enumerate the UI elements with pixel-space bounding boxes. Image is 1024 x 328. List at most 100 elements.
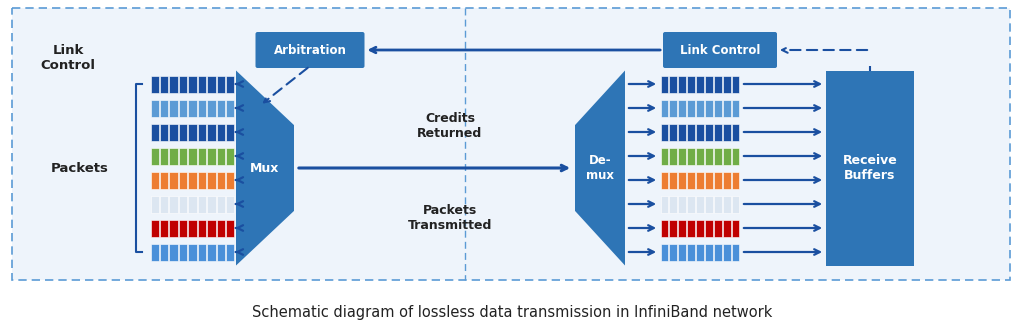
Bar: [696, 75, 703, 92]
Bar: [160, 219, 168, 236]
Bar: [217, 219, 225, 236]
Bar: [687, 195, 695, 213]
Bar: [151, 75, 159, 92]
Text: Receive
Buffers: Receive Buffers: [843, 154, 897, 182]
Bar: [160, 195, 168, 213]
Text: Link Control: Link Control: [680, 44, 760, 56]
Bar: [696, 243, 703, 260]
Bar: [687, 219, 695, 236]
Bar: [696, 195, 703, 213]
Bar: [732, 195, 739, 213]
Bar: [706, 148, 713, 165]
Text: Schematic diagram of lossless data transmission in InfiniBand network: Schematic diagram of lossless data trans…: [252, 304, 772, 319]
Bar: [732, 219, 739, 236]
Bar: [207, 75, 215, 92]
Bar: [170, 75, 178, 92]
Bar: [732, 124, 739, 140]
Bar: [170, 195, 178, 213]
Bar: [723, 195, 730, 213]
Bar: [706, 75, 713, 92]
Bar: [678, 172, 686, 189]
Bar: [151, 124, 159, 140]
Bar: [706, 219, 713, 236]
Bar: [170, 219, 178, 236]
Bar: [226, 219, 234, 236]
Bar: [179, 99, 187, 116]
Bar: [207, 124, 215, 140]
Bar: [226, 124, 234, 140]
Bar: [714, 99, 722, 116]
Bar: [714, 243, 722, 260]
Bar: [660, 243, 669, 260]
Text: Mux: Mux: [250, 161, 280, 174]
Bar: [696, 172, 703, 189]
Bar: [670, 124, 677, 140]
Bar: [207, 99, 215, 116]
Text: Link
Control: Link Control: [41, 44, 95, 72]
Text: Credits
Returned: Credits Returned: [418, 112, 482, 140]
Bar: [732, 148, 739, 165]
Bar: [179, 219, 187, 236]
Bar: [207, 148, 215, 165]
Bar: [678, 219, 686, 236]
Bar: [179, 124, 187, 140]
Bar: [217, 124, 225, 140]
Bar: [198, 124, 206, 140]
Bar: [723, 99, 730, 116]
Bar: [723, 219, 730, 236]
Bar: [188, 75, 197, 92]
Bar: [696, 219, 703, 236]
Bar: [678, 99, 686, 116]
Bar: [198, 219, 206, 236]
Bar: [678, 75, 686, 92]
Bar: [226, 195, 234, 213]
Bar: [723, 124, 730, 140]
Bar: [151, 148, 159, 165]
Bar: [207, 243, 215, 260]
Bar: [217, 148, 225, 165]
Bar: [188, 124, 197, 140]
Bar: [207, 172, 215, 189]
Bar: [188, 195, 197, 213]
Bar: [732, 243, 739, 260]
Bar: [687, 243, 695, 260]
Bar: [226, 75, 234, 92]
Bar: [188, 99, 197, 116]
Bar: [687, 124, 695, 140]
Bar: [170, 124, 178, 140]
Bar: [732, 99, 739, 116]
Bar: [670, 219, 677, 236]
Bar: [170, 99, 178, 116]
Bar: [687, 99, 695, 116]
Bar: [714, 148, 722, 165]
Bar: [670, 148, 677, 165]
Bar: [687, 172, 695, 189]
Bar: [687, 148, 695, 165]
Bar: [226, 148, 234, 165]
Bar: [714, 172, 722, 189]
Bar: [670, 172, 677, 189]
Bar: [198, 195, 206, 213]
Bar: [188, 148, 197, 165]
Bar: [151, 195, 159, 213]
Bar: [170, 148, 178, 165]
Bar: [179, 75, 187, 92]
Bar: [687, 75, 695, 92]
Bar: [714, 124, 722, 140]
Bar: [160, 243, 168, 260]
Bar: [217, 195, 225, 213]
Bar: [160, 99, 168, 116]
Bar: [226, 99, 234, 116]
Bar: [198, 243, 206, 260]
Bar: [706, 124, 713, 140]
Bar: [714, 75, 722, 92]
Bar: [696, 124, 703, 140]
Bar: [706, 243, 713, 260]
Bar: [826, 71, 914, 265]
Bar: [723, 172, 730, 189]
Bar: [714, 195, 722, 213]
Polygon shape: [236, 71, 294, 265]
Bar: [660, 148, 669, 165]
Bar: [732, 172, 739, 189]
Bar: [160, 148, 168, 165]
